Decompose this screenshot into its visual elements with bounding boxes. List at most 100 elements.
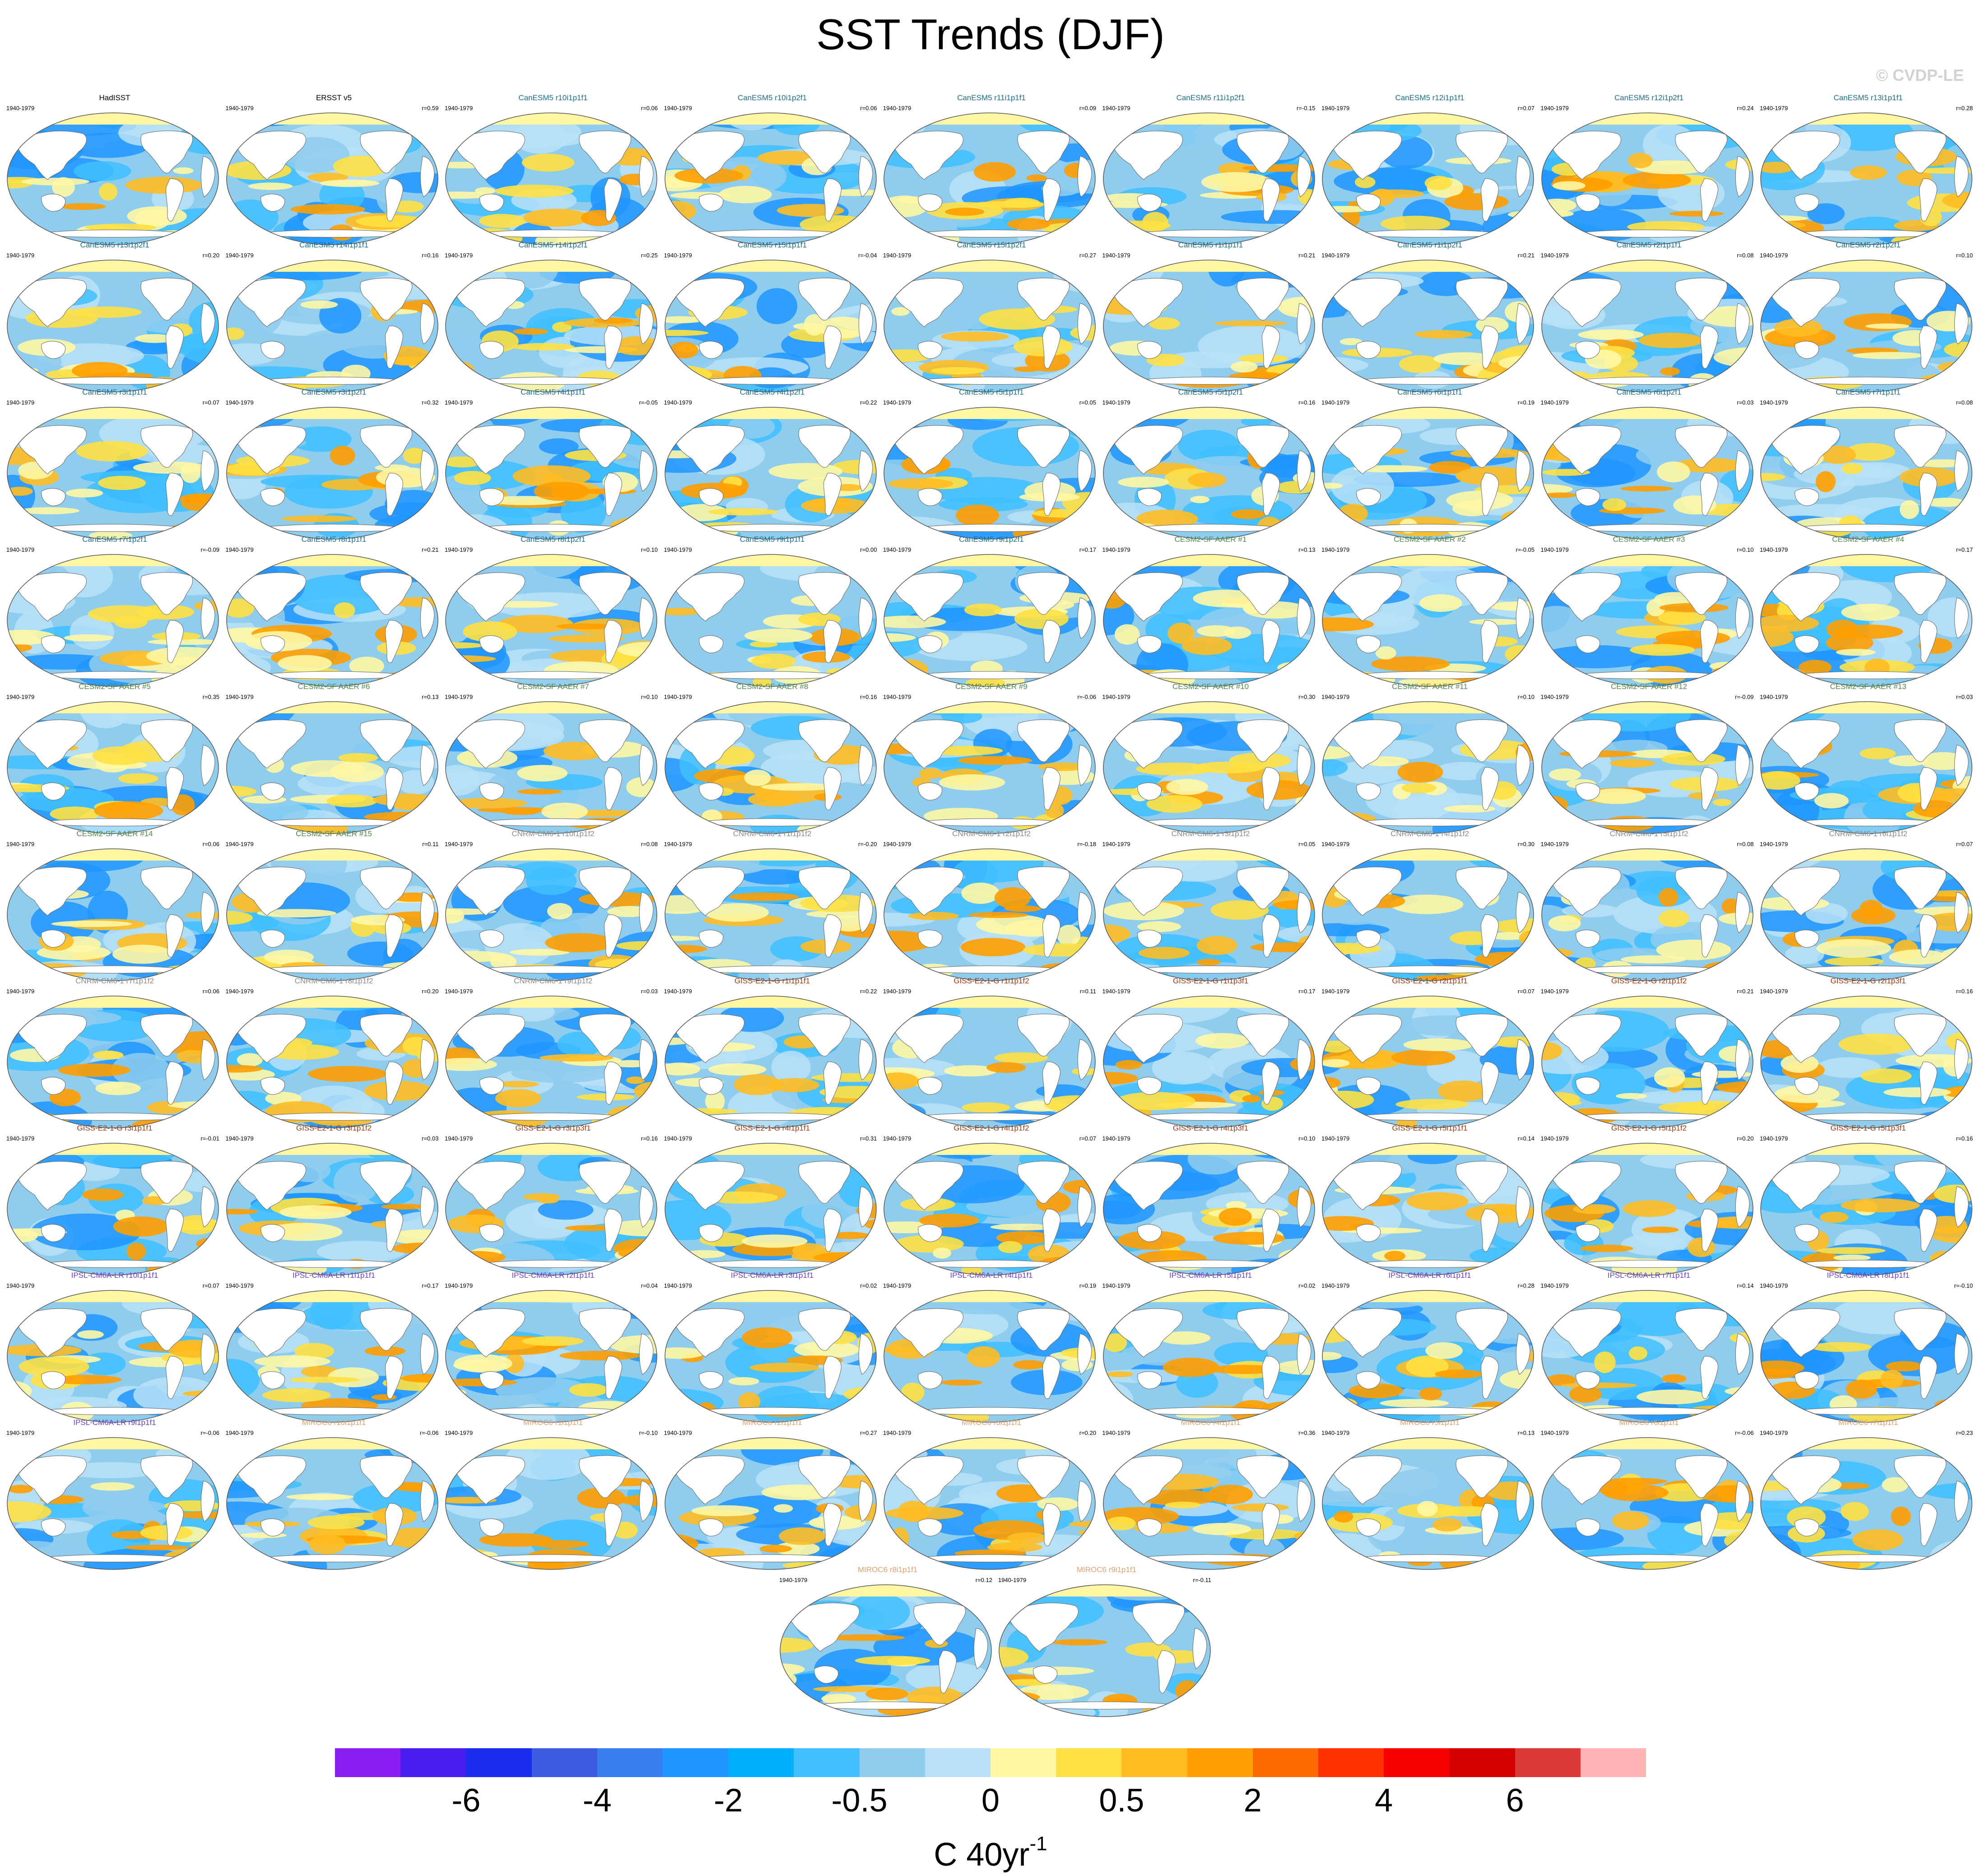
sst-trend-map bbox=[226, 848, 438, 981]
map-panel: CanESM5 r7i1p2f1 1940-1979 r=-0.09 bbox=[6, 535, 219, 704]
map-panel: CanESM5 r13i1p1f1 1940-1979 r=0.28 bbox=[1760, 93, 1973, 263]
map-panel: CanESM5 r10i1p2f1 1940-1979 r=0.06 bbox=[664, 93, 877, 263]
sst-trend-map bbox=[1322, 848, 1534, 981]
panel-title: GISS-E2-1-G r4i1p3f1 bbox=[1172, 1124, 1249, 1132]
panel-period: 1940-1979 bbox=[883, 694, 911, 700]
panel-correlation: r=0.02 bbox=[860, 1282, 877, 1289]
panel-period: 1940-1979 bbox=[1540, 988, 1569, 995]
map-panel: CESM2-SF AAER #9 1940-1979 r=-0.06 bbox=[883, 682, 1096, 852]
panel-correlation: r=0.06 bbox=[860, 105, 877, 112]
panel-period: 1940-1979 bbox=[6, 399, 35, 406]
panel-period: 1940-1979 bbox=[664, 694, 692, 700]
map-panel: IPSL-CM6A-LR r4i1p1f1 1940-1979 r=0.19 bbox=[883, 1271, 1096, 1440]
panel-title: CNRM-CM6-1 r1i1p1f2 bbox=[733, 829, 812, 838]
panel-correlation: r=0.08 bbox=[1956, 399, 1973, 406]
panel-correlation: r=0.11 bbox=[422, 841, 439, 847]
colorbar-segment bbox=[335, 1748, 401, 1777]
map-panel: IPSL-CM6A-LR r7i1p1f1 1940-1979 r=0.14 bbox=[1541, 1271, 1754, 1440]
panel-correlation: r=0.13 bbox=[422, 694, 439, 700]
map-panel: CanESM5 r1i1p2f1 1940-1979 r=0.21 bbox=[1321, 240, 1535, 410]
panel-title: CESM2-SF AAER #8 bbox=[736, 682, 809, 691]
panel-title: IPSL-CM6A-LR r1i1p1f1 bbox=[292, 1271, 376, 1280]
colorbar-tick-label: 0.5 bbox=[1099, 1783, 1144, 1819]
panel-title: CanESM5 r2i1p2f1 bbox=[1836, 241, 1901, 249]
panel-period: 1940-1979 bbox=[445, 694, 473, 700]
map-panel: CNRM-CM6-1 r5i1p1f2 1940-1979 r=0.08 bbox=[1541, 829, 1754, 999]
map-panel: CanESM5 r12i1p1f1 1940-1979 r=0.07 bbox=[1321, 93, 1535, 263]
sst-trend-map bbox=[664, 554, 877, 687]
map-panel: GISS-E2-1-G r3i1p1f1 1940-1979 r=-0.01 bbox=[6, 1123, 219, 1293]
colorbar-tick-label: 0 bbox=[981, 1783, 1000, 1819]
panel-title: CanESM5 r11i1p2f1 bbox=[1176, 93, 1245, 102]
sst-trend-map bbox=[445, 1290, 657, 1423]
panel-period: 1940-1979 bbox=[1540, 1282, 1569, 1289]
sst-trend-map bbox=[1760, 554, 1972, 687]
panel-correlation: r=0.17 bbox=[1298, 988, 1316, 995]
sst-trend-map bbox=[1760, 848, 1972, 981]
map-panel: IPSL-CM6A-LR r8i1p1f1 1940-1979 r=-0.10 bbox=[1760, 1271, 1973, 1440]
sst-trend-map bbox=[1541, 260, 1753, 392]
sst-trend-map bbox=[1102, 996, 1315, 1128]
panel-title: GISS-E2-1-G r5i1p1f2 bbox=[1611, 1124, 1687, 1132]
colorbar-segment bbox=[1515, 1748, 1581, 1777]
panel-correlation: r=0.21 bbox=[422, 546, 439, 553]
map-panel: MIROC6 r10i1p1f1 1940-1979 r=-0.06 bbox=[226, 1418, 439, 1587]
panel-correlation: r=0.07 bbox=[202, 1282, 219, 1289]
panel-correlation: r=0.05 bbox=[1079, 399, 1096, 406]
panel-period: 1940-1979 bbox=[225, 546, 254, 553]
sst-trend-map bbox=[1541, 701, 1753, 834]
panel-period: 1940-1979 bbox=[1540, 841, 1569, 847]
panel-title: CanESM5 r9i1p1f1 bbox=[739, 535, 805, 544]
panel-period: 1940-1979 bbox=[225, 399, 254, 406]
panel-title: CanESM5 r7i1p1f1 bbox=[1836, 388, 1901, 396]
map-panel: CanESM5 r13i1p2f1 1940-1979 r=0.20 bbox=[6, 240, 219, 410]
map-panel: GISS-E2-1-G r3i1p3f1 1940-1979 r=0.16 bbox=[445, 1123, 658, 1293]
panel-period: 1940-1979 bbox=[225, 1135, 254, 1142]
sst-trend-map bbox=[780, 1584, 992, 1717]
panel-title: GISS-E2-1-G r4i1p1f1 bbox=[734, 1124, 810, 1132]
sst-trend-map bbox=[1322, 554, 1534, 687]
panel-correlation: r=0.31 bbox=[860, 1135, 877, 1142]
panel-period: 1940-1979 bbox=[225, 252, 254, 259]
panel-title: CanESM5 r8i1p1f1 bbox=[301, 535, 367, 544]
panel-title: GISS-E2-1-G r3i1p3f1 bbox=[515, 1124, 591, 1132]
map-panel: IPSL-CM6A-LR r2i1p1f1 1940-1979 r=0.04 bbox=[445, 1271, 658, 1440]
map-panel: MIROC6 r5i1p1f1 1940-1979 r=0.13 bbox=[1321, 1418, 1535, 1587]
map-panel: HadISST 1940-1979 bbox=[6, 93, 219, 263]
sst-trend-map bbox=[1541, 554, 1753, 687]
panel-correlation: r=0.30 bbox=[1517, 841, 1535, 847]
panel-period: 1940-1979 bbox=[1321, 1282, 1350, 1289]
sst-trend-map bbox=[7, 1437, 219, 1570]
map-panel: CESM2-SF AAER #1 1940-1979 r=0.13 bbox=[1102, 535, 1316, 704]
panel-correlation: r=0.23 bbox=[1956, 1429, 1973, 1436]
map-panel: GISS-E2-1-G r4i1p1f1 1940-1979 r=0.31 bbox=[664, 1123, 877, 1293]
panel-title: CNRM-CM6-1 r7i1p1f2 bbox=[75, 977, 154, 985]
map-panel: CESM2-SF AAER #7 1940-1979 r=0.10 bbox=[445, 682, 658, 852]
panel-period: 1940-1979 bbox=[1102, 694, 1130, 700]
panel-period: 1940-1979 bbox=[1102, 1135, 1130, 1142]
panel-period: 1940-1979 bbox=[1102, 1429, 1130, 1436]
panel-period: 1940-1979 bbox=[1540, 1429, 1569, 1436]
panel-correlation: r=0.14 bbox=[1517, 1135, 1535, 1142]
panel-period: 1940-1979 bbox=[445, 841, 473, 847]
map-panel: MIROC6 r1i1p1f1 1940-1979 r=-0.10 bbox=[445, 1418, 658, 1587]
sst-trend-map bbox=[1322, 1143, 1534, 1275]
panel-title: MIROC6 r3i1p1f1 bbox=[961, 1418, 1022, 1427]
panel-title: CNRM-CM6-1 r2i1p1f2 bbox=[952, 829, 1031, 838]
sst-trend-map bbox=[664, 701, 877, 834]
map-panel: CanESM5 r11i1p2f1 1940-1979 r=-0.15 bbox=[1102, 93, 1316, 263]
panel-title: CanESM5 r13i1p2f1 bbox=[80, 241, 149, 249]
panel-correlation: r=0.12 bbox=[975, 1577, 992, 1583]
panel-period: 1940-1979 bbox=[225, 1429, 254, 1436]
panel-period: 1940-1979 bbox=[445, 1429, 473, 1436]
map-panel: CESM2-SF AAER #2 1940-1979 r=-0.05 bbox=[1321, 535, 1535, 704]
panel-correlation: r=0.59 bbox=[422, 105, 439, 112]
map-panel: CNRM-CM6-1 r3i1p1f2 1940-1979 r=0.05 bbox=[1102, 829, 1316, 999]
panel-correlation: r=-0.10 bbox=[639, 1429, 658, 1436]
map-panel: MIROC6 r2i1p1f1 1940-1979 r=0.27 bbox=[664, 1418, 877, 1587]
sst-trend-map bbox=[226, 1290, 438, 1423]
panel-title: GISS-E2-1-G r4i1p1f2 bbox=[953, 1124, 1029, 1132]
panel-title: GISS-E2-1-G r1i1p1f2 bbox=[953, 977, 1029, 985]
sst-trend-map bbox=[226, 1143, 438, 1275]
colorbar-units: C 40yr-1 bbox=[0, 1825, 1981, 1874]
